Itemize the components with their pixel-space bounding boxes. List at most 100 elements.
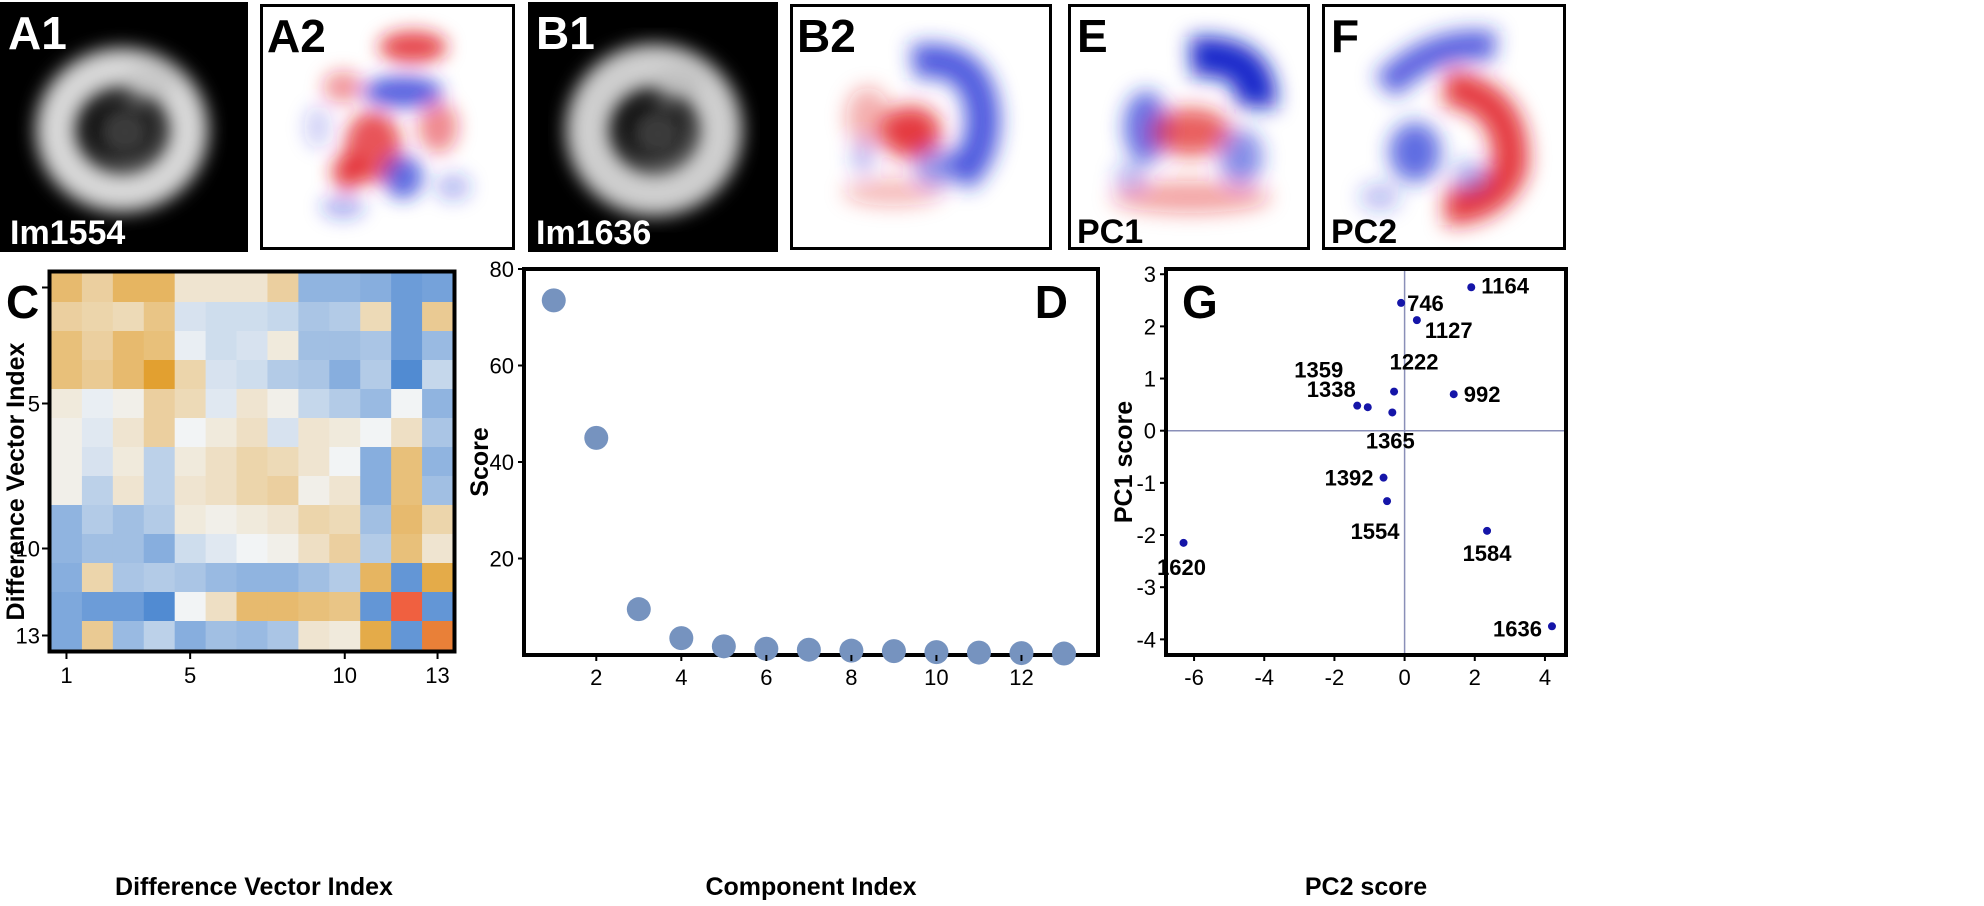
heatmap-cell [329, 534, 361, 564]
scree-point [626, 597, 651, 622]
scree-point [541, 288, 566, 313]
x-tick-label: 0 [1398, 665, 1410, 690]
heatmap-cell [391, 360, 423, 390]
heatmap-cell [298, 476, 330, 506]
heatmap-cell [422, 360, 454, 390]
score-point [1467, 283, 1476, 292]
heatmap-cell [329, 389, 361, 419]
heatmap-cell [81, 273, 114, 303]
y-tick-label: 5 [28, 392, 40, 417]
y-tick-label: 1 [1144, 367, 1156, 392]
image-b2 [843, 43, 1001, 206]
heatmap-cell [51, 447, 83, 477]
point-label: 1365 [1366, 428, 1415, 453]
heatmap-cell [81, 360, 114, 390]
panel-a1: A1 Im1554 [0, 2, 248, 252]
heatmap-cell [236, 534, 269, 564]
panel-label-g: G [1182, 276, 1218, 328]
heatmap-cell [391, 447, 423, 477]
scree-point [584, 425, 609, 450]
y-tick-label: 10 [16, 537, 40, 562]
image-caption-f: PC2 [1331, 213, 1398, 250]
score-point [1388, 408, 1397, 417]
heatmap-cell [360, 592, 392, 622]
panel-label-a1: A1 [8, 7, 67, 59]
heatmap-cell [112, 621, 145, 651]
heatmap-cell [112, 476, 145, 506]
heatmap-cell [81, 302, 114, 332]
heatmap-cell [205, 389, 238, 419]
heatmap-cell [391, 621, 423, 651]
heatmap-cell [298, 302, 330, 332]
heatmap-cell [81, 534, 114, 564]
y-axis-title: Score [466, 427, 494, 497]
heatmap-cell [143, 447, 176, 477]
panel-label-a2: A2 [267, 10, 326, 62]
heatmap-cell [143, 389, 176, 419]
heatmap-cell [143, 476, 176, 506]
heatmap-cell [422, 476, 454, 506]
heatmap-cell [360, 360, 392, 390]
x-tick-label: 6 [760, 665, 772, 690]
heatmap-cell [360, 534, 392, 564]
heatmap-cell [391, 302, 423, 332]
heatmap-cell [360, 418, 392, 448]
heatmap-cell [81, 621, 114, 651]
score-point [1390, 387, 1399, 396]
heatmap-cell [298, 447, 330, 477]
heatmap-cell [143, 563, 176, 593]
heatmap-cell [174, 476, 207, 506]
heatmap-cell [360, 273, 392, 303]
image-a2 [304, 31, 471, 219]
heatmap-cell [174, 621, 207, 651]
heatmap-cell [174, 534, 207, 564]
heatmap-cell [81, 389, 114, 419]
heatmap-cell [267, 592, 299, 622]
image-caption-e: PC1 [1077, 213, 1144, 250]
panel-label-f: F [1331, 10, 1360, 62]
heatmap-cell [267, 621, 299, 651]
heatmap-cell [298, 621, 330, 651]
heatmap-cell [422, 592, 454, 622]
x-tick-label: 4 [1539, 665, 1551, 690]
heatmap-cell [236, 563, 269, 593]
heatmap-cell [143, 331, 176, 361]
heatmap-cell [205, 360, 238, 390]
heatmap-cell [298, 331, 330, 361]
panel-b2: B2 [790, 4, 1052, 250]
heatmap-cell [112, 505, 145, 535]
heatmap-cell [267, 476, 299, 506]
heatmap-cell [81, 476, 114, 506]
heatmap-cell [81, 331, 114, 361]
x-tick-label: -4 [1254, 665, 1274, 690]
heatmap-cell [298, 360, 330, 390]
heatmap-cell [267, 331, 299, 361]
point-label: 1338 [1307, 377, 1356, 402]
y-tick-label: 60 [490, 354, 514, 379]
heatmap-cell [298, 273, 330, 303]
scree-point [839, 638, 864, 663]
heatmap-cell [422, 563, 454, 593]
heatmap-cell [391, 534, 423, 564]
heatmap-cell [143, 273, 176, 303]
heatmap-cell [329, 273, 361, 303]
heatmap-cell [360, 331, 392, 361]
panel-label-d: D [1035, 276, 1068, 328]
heatmap-cell [143, 418, 176, 448]
heatmap-cell [112, 389, 145, 419]
heatmap-cell [298, 592, 330, 622]
scree-point [796, 637, 821, 662]
heatmap-cell [422, 447, 454, 477]
point-label: 1164 [1481, 273, 1529, 298]
heatmap-cell [174, 447, 207, 477]
x-tick-label: 8 [845, 665, 857, 690]
panel-label-b1: B1 [536, 7, 595, 59]
heatmap-cell [236, 273, 269, 303]
heatmap-cell [112, 418, 145, 448]
heatmap-cell [329, 447, 361, 477]
heatmap-cell [81, 563, 114, 593]
panel-label-c: C [6, 276, 39, 328]
heatmap-cell [205, 534, 238, 564]
scree-point [966, 640, 991, 665]
panel-a2: A2 [260, 4, 515, 250]
